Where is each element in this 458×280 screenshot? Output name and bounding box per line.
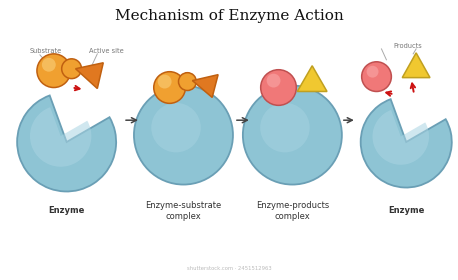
Circle shape bbox=[158, 75, 172, 88]
Text: Active site: Active site bbox=[89, 48, 124, 54]
Circle shape bbox=[267, 74, 280, 88]
Wedge shape bbox=[372, 110, 429, 165]
Text: Enzyme-products
complex: Enzyme-products complex bbox=[256, 201, 329, 221]
Polygon shape bbox=[297, 66, 327, 92]
Text: Mechanism of Enzyme Action: Mechanism of Enzyme Action bbox=[114, 9, 344, 23]
Text: Enzyme: Enzyme bbox=[388, 206, 425, 215]
Text: shutterstock.com · 2451512963: shutterstock.com · 2451512963 bbox=[187, 266, 271, 271]
Circle shape bbox=[134, 86, 233, 185]
Polygon shape bbox=[76, 63, 103, 88]
Circle shape bbox=[151, 103, 201, 152]
Circle shape bbox=[260, 103, 310, 152]
Circle shape bbox=[62, 59, 82, 79]
Polygon shape bbox=[402, 53, 430, 78]
Wedge shape bbox=[30, 107, 92, 167]
Polygon shape bbox=[192, 75, 218, 97]
Circle shape bbox=[154, 72, 185, 103]
Wedge shape bbox=[17, 95, 116, 192]
Circle shape bbox=[179, 73, 196, 90]
Text: Products: Products bbox=[394, 43, 423, 49]
Text: Enzyme: Enzyme bbox=[49, 206, 85, 215]
Circle shape bbox=[362, 62, 392, 92]
Circle shape bbox=[366, 66, 378, 78]
Circle shape bbox=[243, 86, 342, 185]
Text: Enzyme-substrate
complex: Enzyme-substrate complex bbox=[145, 201, 222, 221]
Wedge shape bbox=[361, 99, 452, 188]
Text: Substrate: Substrate bbox=[30, 48, 62, 54]
Circle shape bbox=[42, 58, 56, 72]
Circle shape bbox=[261, 70, 296, 105]
Circle shape bbox=[37, 54, 71, 88]
